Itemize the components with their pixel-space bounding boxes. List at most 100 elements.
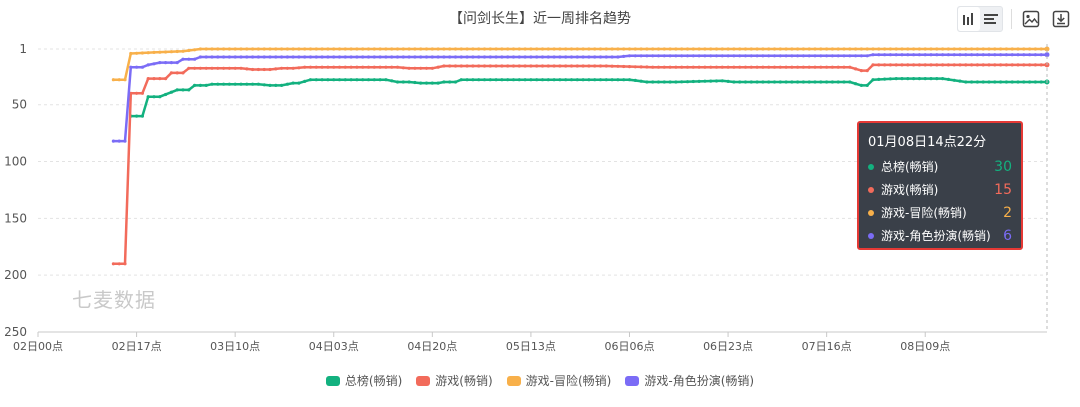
series-point [262, 55, 266, 59]
series-point [772, 47, 777, 51]
tooltip-row: 游戏(畅销) 15 [868, 178, 1012, 201]
series-point [511, 47, 516, 51]
series-point [685, 65, 690, 69]
series-point [158, 77, 162, 81]
series-point [993, 80, 997, 84]
bar-chart-icon[interactable] [958, 7, 980, 31]
series-point [709, 47, 713, 51]
series-point [140, 91, 144, 95]
series-point [912, 53, 916, 57]
series-point [999, 47, 1003, 51]
x-tick-label: 05日13点 [506, 340, 556, 353]
series-point [140, 114, 144, 118]
series-point [1010, 53, 1014, 57]
series-point [401, 47, 405, 51]
series-point [993, 47, 997, 51]
series-point [912, 47, 916, 51]
series-point [285, 47, 289, 51]
series-point [146, 51, 150, 55]
series-point [465, 78, 469, 82]
legend-label: 游戏-冒险(畅销) [525, 374, 612, 388]
series-point [488, 64, 492, 68]
series-point [836, 80, 840, 84]
series-point [888, 63, 893, 67]
series-point [523, 47, 527, 51]
series-point [604, 55, 608, 59]
series-point [888, 77, 893, 81]
series-point [610, 47, 614, 51]
legend-swatch-1 [416, 375, 431, 386]
series-point [517, 64, 521, 68]
chart-legend: 总榜(畅销) 游戏(畅销) 游戏-冒险(畅销) 游戏-角色扮演(畅销) [0, 372, 1080, 389]
series-point [193, 66, 197, 70]
series-point [152, 62, 156, 66]
series-point [604, 64, 608, 68]
series-point [865, 83, 869, 87]
series-point [656, 47, 661, 51]
tooltip-dot-3 [868, 232, 874, 239]
series-point [407, 66, 411, 70]
series-point [482, 47, 487, 51]
x-tick-label: 04日20点 [407, 340, 457, 353]
x-tick-label: 06日06点 [604, 340, 654, 353]
series-point [877, 47, 881, 51]
series-point [436, 81, 440, 85]
series-point [917, 47, 922, 51]
series-point [755, 54, 759, 58]
series-point [343, 78, 347, 82]
series-point [198, 47, 202, 51]
series-point [848, 65, 852, 69]
legend-item[interactable]: 游戏-角色扮演(畅销) [625, 372, 754, 389]
series-point [784, 80, 788, 84]
series-point [651, 54, 655, 58]
series-point [535, 78, 539, 82]
series-point [175, 49, 179, 54]
series-point [633, 54, 637, 58]
series-point [767, 47, 771, 51]
series-point [355, 78, 359, 82]
series-point [581, 55, 585, 59]
series-point [923, 53, 927, 57]
series-point [749, 65, 753, 69]
series-point [349, 65, 353, 69]
list-icon[interactable] [980, 7, 1002, 31]
series-point [274, 67, 278, 71]
series-point [384, 47, 388, 51]
series-point [169, 61, 173, 65]
series-point [268, 83, 272, 87]
series-point [987, 80, 991, 84]
series-point [865, 69, 869, 73]
series-point [645, 47, 649, 51]
series-point [929, 53, 933, 57]
tooltip-dot-2 [868, 209, 874, 216]
series-point [575, 78, 579, 82]
series-point [923, 77, 927, 81]
series-point [424, 66, 429, 70]
series-point [964, 80, 968, 84]
legend-item[interactable]: 游戏(畅销) [416, 372, 493, 389]
series-point [981, 53, 985, 57]
series-point [1039, 63, 1043, 67]
series-point [564, 47, 568, 51]
series-point [662, 80, 666, 84]
series-point [935, 77, 939, 81]
series-point [216, 82, 220, 86]
chart-title: 【问剑长生】近一周排名趋势 [449, 11, 631, 27]
series-point [291, 81, 295, 85]
series-point [494, 78, 498, 82]
series-point [842, 80, 846, 84]
series-point [419, 66, 423, 70]
save-image-icon[interactable] [1020, 8, 1042, 30]
series-point [685, 54, 690, 58]
series-point [436, 55, 440, 59]
series-point [610, 55, 614, 59]
legend-item[interactable]: 总榜(畅销) [325, 372, 402, 389]
legend-item[interactable]: 游戏-冒险(畅销) [506, 372, 612, 389]
series-point [639, 79, 643, 83]
download-icon[interactable] [1050, 8, 1072, 30]
series-point [303, 47, 307, 51]
series-point [384, 65, 388, 69]
series-point [801, 54, 806, 58]
series-point [842, 65, 846, 69]
series-point [448, 55, 452, 59]
